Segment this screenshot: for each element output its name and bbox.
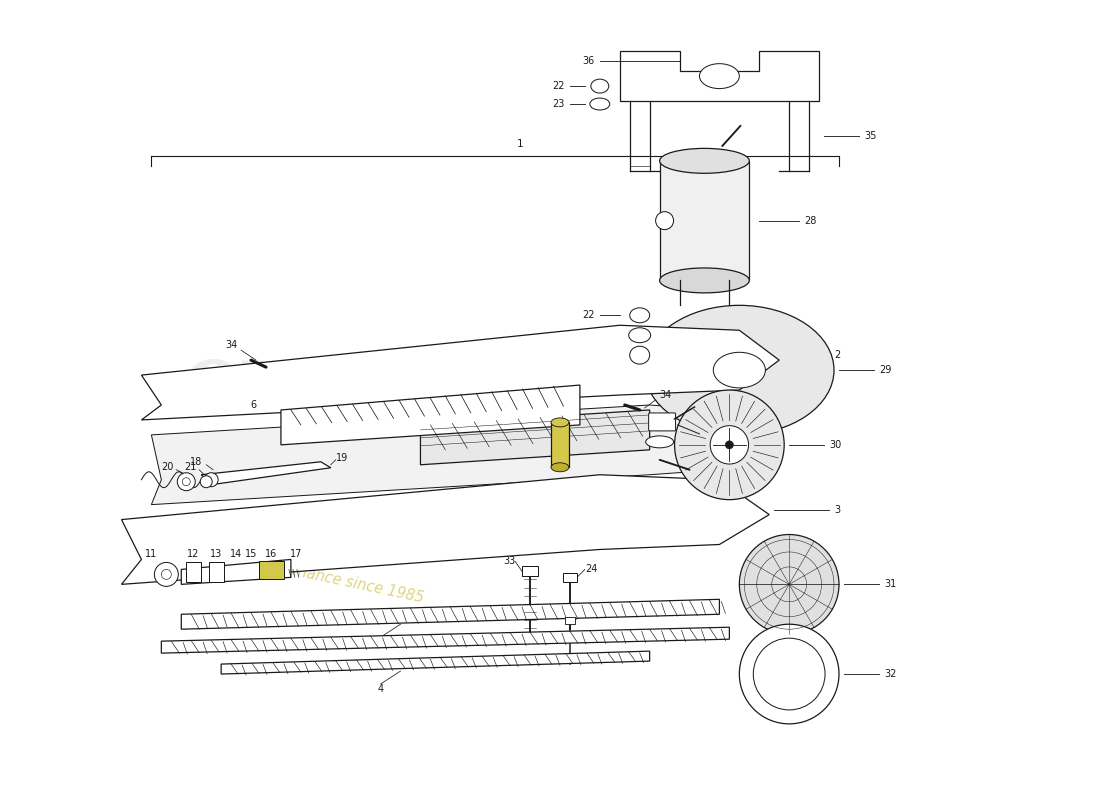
Text: 13: 13 [210,550,222,559]
Text: 11: 11 [145,550,157,559]
Bar [258,562,284,579]
Ellipse shape [551,418,569,427]
Text: 22: 22 [582,310,595,320]
Circle shape [205,473,218,486]
Circle shape [739,624,839,724]
Text: 19: 19 [336,453,348,462]
Polygon shape [142,326,779,420]
Text: 5: 5 [377,639,384,649]
Circle shape [177,473,195,490]
Circle shape [162,570,172,579]
Text: 3: 3 [834,505,840,514]
Text: 28: 28 [804,216,816,226]
Bar [565,618,575,624]
Text: 14: 14 [230,550,242,559]
Text: a passion for performance since 1985: a passion for performance since 1985 [152,534,426,606]
Text: 8: 8 [735,417,740,427]
Polygon shape [182,599,719,630]
Ellipse shape [645,306,834,435]
Text: 25: 25 [582,350,595,360]
Text: 30: 30 [829,440,842,450]
Ellipse shape [551,462,569,472]
Polygon shape [420,410,650,465]
Text: 29: 29 [879,365,891,375]
Polygon shape [182,559,290,584]
Circle shape [754,638,825,710]
Text: 2: 2 [834,350,840,360]
Polygon shape [162,627,729,653]
Text: 35: 35 [864,131,877,141]
FancyBboxPatch shape [649,413,675,431]
Ellipse shape [629,308,650,322]
Circle shape [154,562,178,586]
Ellipse shape [629,328,650,342]
Text: 4: 4 [377,684,384,694]
Text: 23: 23 [552,99,565,109]
Text: 22: 22 [552,81,565,91]
Text: 27: 27 [582,610,594,619]
Circle shape [739,534,839,634]
Ellipse shape [590,98,609,110]
Text: 9: 9 [729,437,736,447]
Text: 6: 6 [250,400,256,410]
Ellipse shape [713,352,766,388]
Text: 20: 20 [161,462,174,472]
Text: 34: 34 [660,390,672,400]
Text: 16: 16 [265,550,277,559]
Polygon shape [121,474,769,584]
Text: 17: 17 [289,550,302,559]
Text: 15: 15 [245,550,257,559]
Polygon shape [152,405,759,505]
Ellipse shape [591,79,608,93]
Polygon shape [280,385,580,445]
Ellipse shape [656,212,673,230]
Text: 24: 24 [585,565,597,574]
Text: 10: 10 [739,465,751,474]
Ellipse shape [629,346,650,364]
Polygon shape [619,51,820,101]
Text: 12: 12 [187,550,199,559]
Circle shape [674,390,784,500]
Polygon shape [221,651,650,674]
Circle shape [183,478,190,486]
Text: 33: 33 [503,557,515,566]
Bar [551,422,569,467]
Text: 18: 18 [190,457,202,466]
Text: 24: 24 [583,330,595,340]
Circle shape [200,476,212,488]
Text: 36: 36 [583,56,595,66]
Ellipse shape [700,64,739,89]
Bar [660,161,749,281]
Bar [522,566,538,576]
Text: 21: 21 [184,462,196,472]
Circle shape [711,426,749,464]
Text: 34: 34 [226,340,238,350]
Ellipse shape [646,436,673,448]
Bar [563,574,576,582]
Bar [186,562,201,582]
Text: 1: 1 [517,139,524,149]
Bar [209,562,224,582]
Text: 32: 32 [883,669,896,679]
Text: europ: europ [182,338,462,422]
Circle shape [725,441,734,449]
Polygon shape [201,462,331,485]
Ellipse shape [660,268,749,293]
Text: 7: 7 [660,423,666,433]
Text: 26: 26 [503,440,515,450]
Ellipse shape [660,148,749,174]
Text: 31: 31 [883,579,896,590]
